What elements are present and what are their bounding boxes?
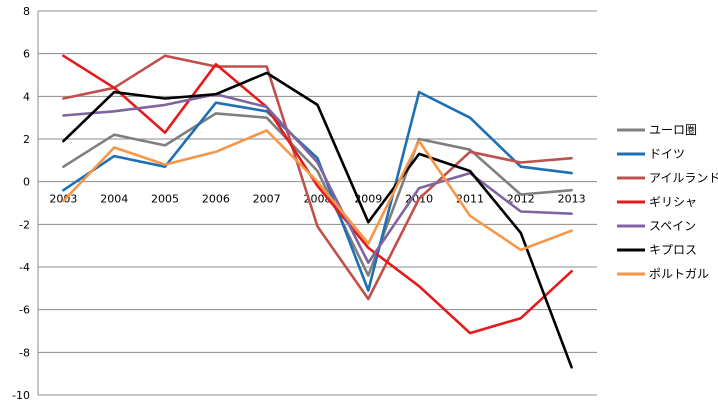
x-tick-label: 2012: [507, 193, 535, 206]
y-tick-label: 0: [23, 176, 30, 189]
y-tick-label: -4: [19, 261, 30, 274]
legend-label: ギリシャ: [649, 195, 697, 209]
y-tick-label: 2: [23, 133, 30, 146]
series-line-2: [62, 54, 573, 301]
legend-label: キプロス: [649, 243, 697, 257]
legend-label: ポルトガル: [649, 267, 709, 281]
x-tick-label: 2009: [354, 193, 382, 206]
x-tick-label: 2005: [151, 193, 179, 206]
x-tick-label: 2013: [558, 193, 586, 206]
x-tick-label: 2006: [202, 193, 230, 206]
x-tick-label: 2011: [456, 193, 484, 206]
y-tick-label: -6: [19, 304, 30, 317]
x-tick-label: 2004: [100, 193, 128, 206]
x-tick-label: 2007: [253, 193, 281, 206]
y-tick-label: -10: [12, 389, 30, 402]
series-line-6: [62, 129, 573, 252]
legend-label: ドイツ: [649, 147, 685, 161]
y-axis-tick-labels: 8 6 4 2 0 -2 -4 -6 -8 -10: [12, 5, 30, 402]
y-tick-label: 4: [23, 90, 30, 103]
legend-label: スペイン: [649, 219, 696, 233]
series-line-3: [62, 54, 573, 335]
legend-label: ユーロ圏: [649, 123, 697, 137]
y-tick-label: -8: [19, 346, 30, 359]
series-line-0: [62, 112, 573, 277]
y-tick-label: 8: [23, 5, 30, 18]
series-line-5: [62, 71, 573, 369]
series-lines: [62, 54, 573, 369]
y-tick-label: -2: [19, 218, 30, 231]
legend-label: アイルランド: [649, 171, 718, 185]
series-line-1: [62, 90, 573, 292]
series-line-4: [62, 92, 573, 265]
y-tick-label: 6: [23, 48, 30, 61]
